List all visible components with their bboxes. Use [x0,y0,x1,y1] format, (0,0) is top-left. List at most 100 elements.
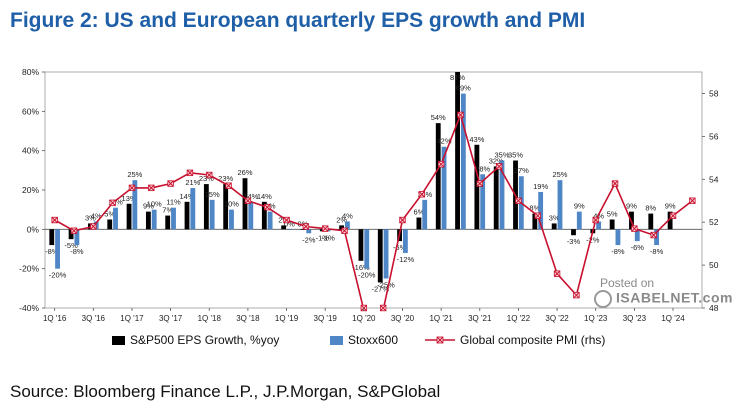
right-tick-label: 56 [709,131,719,141]
pmi-marker-x [534,212,541,219]
sp500-bar [474,144,480,230]
right-tick-label: 48 [709,303,719,313]
stoxx600-bar [209,199,215,230]
pmi-marker-x [302,223,310,230]
sp500-data-label: 81% [450,73,465,82]
source-note: Source: Bloomberg Finance L.P., J.P.Morg… [10,382,441,401]
x-tick-label: 1Q '22 [507,314,531,323]
sp500-bar [184,201,190,230]
stoxx600-data-label: 14% [243,192,258,201]
stoxx600-bar [615,229,621,246]
watermark-line2: ISABELNET.com [616,289,733,306]
pmi-marker-x [476,180,483,187]
pmi-marker-x [128,184,136,192]
stoxx600-bar [402,229,408,253]
stoxx600-data-label: 15% [205,190,220,199]
legend-swatch-stoxx600 [330,336,343,345]
x-tick-label: 1Q '18 [198,314,222,323]
stoxx600-bar [171,207,176,230]
stoxx600-bar [306,229,312,234]
sp500-data-label: 8% [645,204,656,213]
watermark: Posted on ISABELNET.com [594,277,733,308]
sp500-bar [455,72,460,230]
sp500-data-label: 5% [607,210,618,219]
pmi-marker-x [322,225,329,232]
stoxx600-data-label: -20% [358,271,376,280]
stoxx600-data-label: 10% [147,200,162,209]
sp500-data-label: 5% [104,210,115,219]
stoxx600-bar [576,211,582,230]
sp500-data-label: -27% [372,284,390,293]
stoxx600-bar [190,188,196,230]
stoxx600-bar [480,174,486,230]
left-tick-label: 80% [22,67,39,77]
pmi-marker-x [689,197,696,204]
pmi-marker-x [380,304,387,312]
x-tick-label: 1Q '19 [275,314,299,323]
stoxx600-data-label: 11% [166,198,181,207]
x-tick-label: 3Q '16 [82,314,106,323]
sp500-bar [203,184,209,230]
x-tick-label: 1Q '21 [429,314,453,323]
sp500-bar [68,229,74,240]
x-tick-label: 3Q '22 [545,314,569,323]
x-tick-label: 1Q '23 [584,314,608,323]
stoxx600-bar [74,229,80,246]
x-tick-label: 1Q '16 [43,314,67,323]
legend-label-sp500: S&P500 EPS Growth, %yoy [130,333,279,347]
sp500-data-label: -6% [393,243,407,252]
sp500-bar [126,203,132,230]
stoxx600-data-label: 0% [284,219,295,228]
sp500-bar [223,184,229,230]
sp500-data-label: -5% [64,241,78,250]
sp500-data-label: 43% [469,135,484,144]
stoxx600-data-label: 69% [456,84,471,93]
stoxx600-data-label: -20% [49,271,67,280]
sp500-bar [532,213,538,230]
sp500-bar [551,223,557,230]
pmi-marker-x [669,212,677,219]
left-tick-label: 40% [22,146,39,156]
sp500-bar [107,219,113,230]
sp500-data-label: 23% [199,174,214,183]
sp500-bar [281,225,287,230]
stoxx600-data-label: -8% [611,247,625,256]
legend-label-pmi: Global composite PMI (rhs) [460,333,605,347]
sp500-data-label: 54% [431,113,446,122]
sp500-data-label: 7% [162,206,173,215]
stoxx600-data-label: 42% [437,137,452,146]
stoxx600-data-label: -8% [70,247,84,256]
sp500-data-label: 3% [85,213,96,222]
sp500-bar [493,166,499,230]
stoxx600-bar [248,201,254,230]
pmi-marker-x [418,191,425,198]
x-tick-label: 3Q '23 [623,314,647,323]
sp500-data-label: 3% [549,213,560,222]
pmi-marker-x [515,197,522,204]
sp500-data-label: 23% [218,174,233,183]
x-tick-label: 3Q '20 [391,314,415,323]
pmi-marker-x [495,163,503,170]
stoxx600-bar [229,209,234,230]
legend-label-stoxx600: Stoxx600 [348,333,398,347]
stoxx600-bar [460,93,466,230]
stoxx600-bar [132,180,138,230]
x-tick-label: 1Q '24 [661,314,685,323]
sp500-data-label: 32% [489,156,504,165]
left-tick-label: 60% [22,106,39,116]
pmi-marker-x [592,216,599,224]
right-tick-label: 50 [709,260,719,270]
stoxx600-data-label: 4% [91,211,102,220]
right-tick-label: 54 [709,174,719,184]
sp500-data-label: 9% [143,202,154,211]
globe-icon [594,289,612,308]
sp500-data-label: 6% [413,208,424,217]
sp500-bar [571,229,576,236]
sp500-data-label: 2% [336,215,347,224]
x-tick-label: 3Q '17 [159,314,183,323]
stoxx600-bar [441,146,447,230]
pmi-marker-x [341,227,348,234]
pmi-marker-x [51,216,58,224]
sp500-data-label: -1% [316,233,330,242]
stoxx600-bar [287,229,292,230]
